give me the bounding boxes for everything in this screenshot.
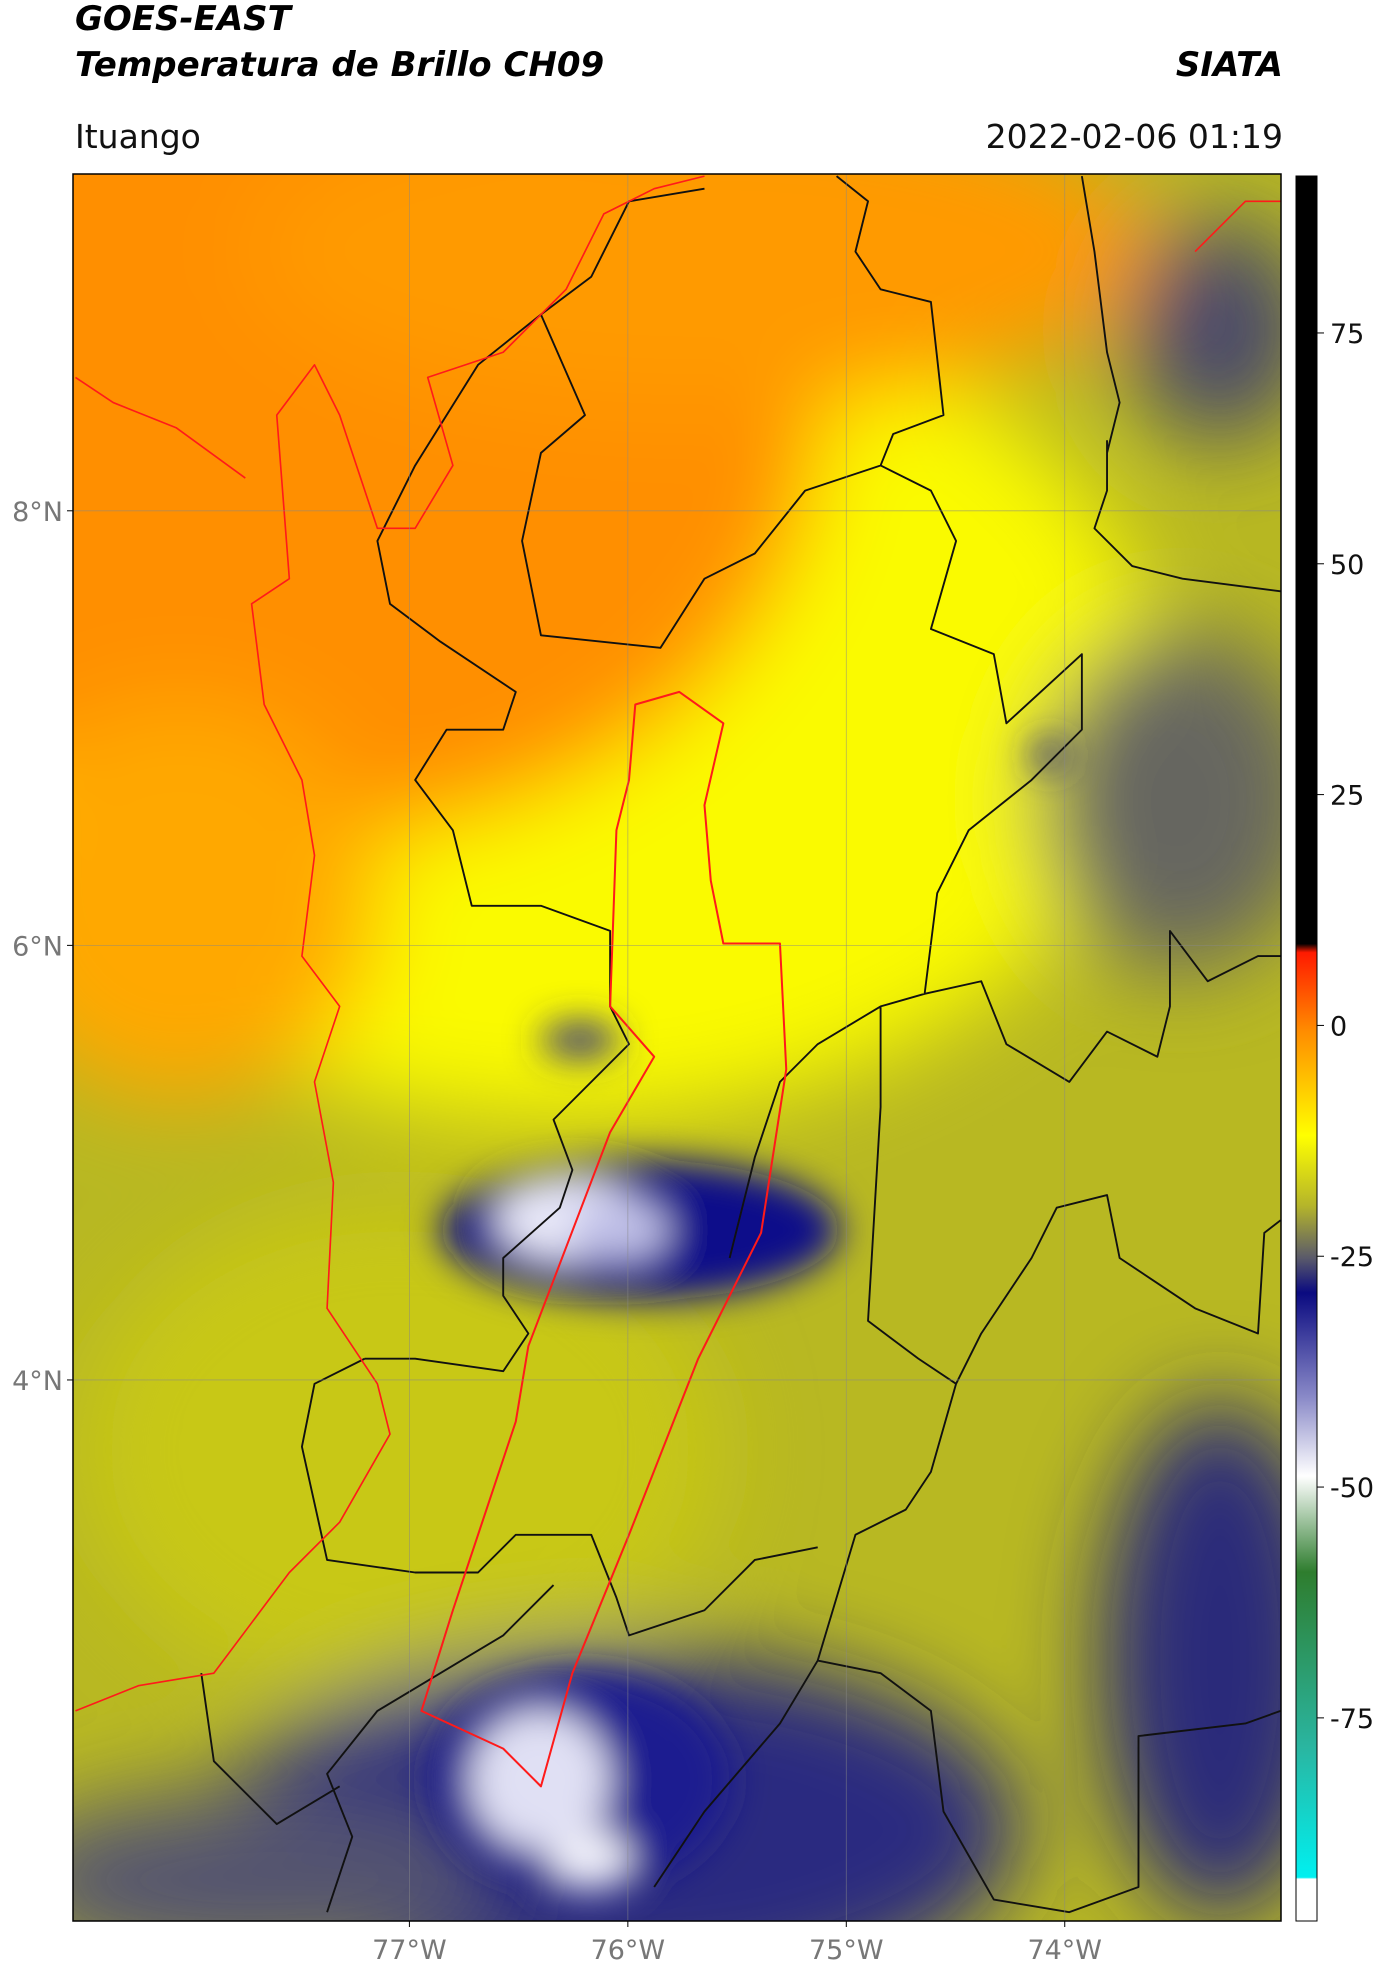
colorbar-tick-label: 25 xyxy=(1330,781,1364,812)
x-tick-label: 75°W xyxy=(809,1935,884,1966)
x-tick-label: 74°W xyxy=(1027,1935,1102,1966)
title-line1: GOES-EAST xyxy=(75,0,294,39)
colorbar-tick-label: -50 xyxy=(1330,1473,1374,1504)
x-tick-label: 76°W xyxy=(591,1935,666,1966)
colorbar-tick-label: 0 xyxy=(1330,1011,1347,1042)
y-tick-label: 6°N xyxy=(12,931,63,962)
y-tick-label: 4°N xyxy=(12,1366,63,1397)
colorbar-tick-label: 75 xyxy=(1330,319,1364,350)
timestamp: 2022-02-06 01:19 xyxy=(986,117,1283,156)
y-tick-label: 8°N xyxy=(12,497,63,528)
colorbar-tick-label: -75 xyxy=(1330,1704,1374,1735)
x-tick-label: 77°W xyxy=(372,1935,447,1966)
colorbar-tick-label: 50 xyxy=(1330,550,1364,581)
map-frame xyxy=(72,173,1282,1922)
org: SIATA xyxy=(1176,45,1283,85)
title-line2: Temperatura de Brillo CH09 xyxy=(75,45,604,85)
colorbar-tick-label: -25 xyxy=(1330,1242,1374,1273)
grid xyxy=(73,174,1281,1921)
colorbar xyxy=(1295,175,1318,1922)
location: Ituango xyxy=(75,117,201,156)
satellite-image xyxy=(73,174,1281,1921)
